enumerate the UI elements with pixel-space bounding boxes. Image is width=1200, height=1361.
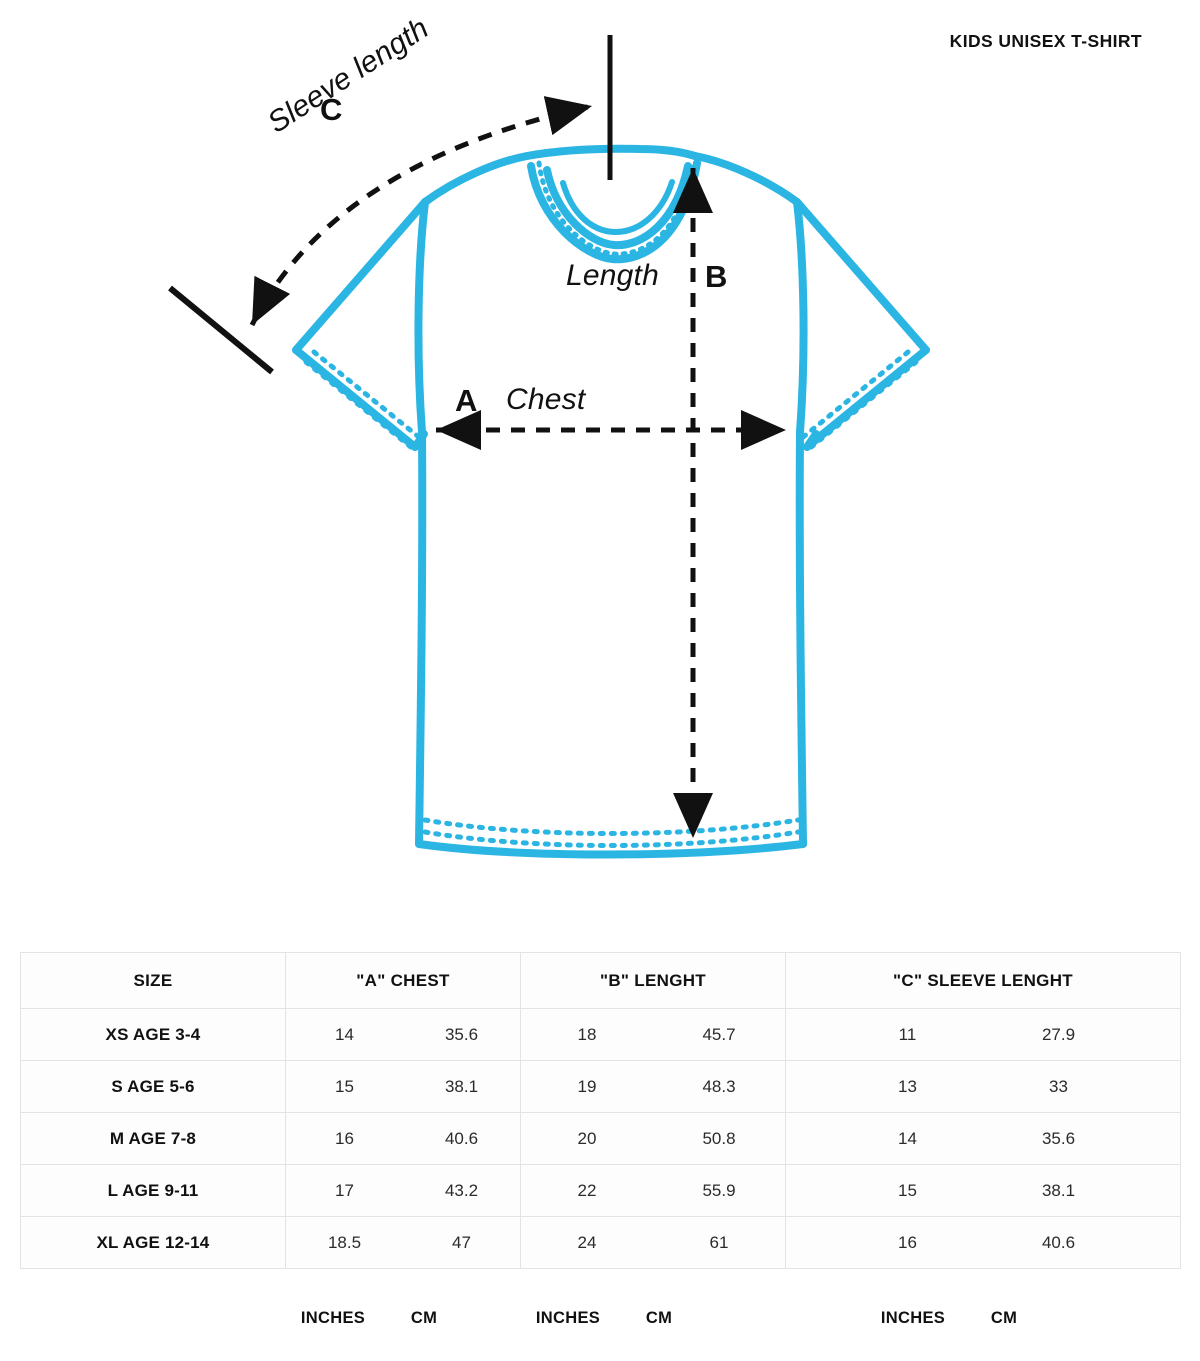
cell-size: S AGE 5-6 bbox=[20, 1060, 286, 1113]
tshirt-illustration bbox=[168, 35, 930, 859]
page-title: KIDS UNISEX T-SHIRT bbox=[949, 31, 1142, 51]
cell-chest: 18.5 47 bbox=[285, 1216, 521, 1269]
table-header-row: SIZE "A" CHEST "B" LENGHT "C" SLEEVE LEN… bbox=[20, 952, 1181, 1009]
cell-sleeve: 11 27.9 bbox=[785, 1008, 1181, 1061]
right-cuff-stitch bbox=[799, 349, 919, 451]
units-length-inches: INCHES bbox=[535, 1308, 601, 1327]
cell-length: 22 55.9 bbox=[520, 1164, 786, 1217]
units-sleeve-inches: INCHES bbox=[880, 1308, 946, 1327]
left-cuff-stitch bbox=[303, 349, 423, 451]
table-row: S AGE 5-6 15 38.1 19 48.3 13 bbox=[20, 1060, 1181, 1113]
units-sleeve-cm: CM bbox=[990, 1308, 1018, 1327]
cell-sleeve: 16 40.6 bbox=[785, 1216, 1181, 1269]
units-chest-inches: INCHES bbox=[300, 1308, 366, 1327]
cell-chest-cm: 43.2 bbox=[444, 1180, 479, 1200]
table-row: XS AGE 3-4 14 35.6 18 45.7 11 bbox=[20, 1008, 1181, 1061]
sleeve-start-line bbox=[168, 285, 274, 375]
sleeve-length-letter-label: C bbox=[320, 92, 343, 127]
cell-chest: 15 38.1 bbox=[285, 1060, 521, 1113]
cell-length-cm: 50.8 bbox=[702, 1128, 736, 1148]
units-chest-cm: CM bbox=[410, 1308, 438, 1327]
cell-sleeve-cm: 35.6 bbox=[1041, 1128, 1076, 1148]
cell-length: 24 61 bbox=[520, 1216, 786, 1269]
cell-sleeve: 15 38.1 bbox=[785, 1164, 1181, 1217]
chest-text-label: Chest bbox=[506, 383, 586, 416]
cell-sleeve-cm: 40.6 bbox=[1041, 1232, 1076, 1252]
cell-chest: 17 43.2 bbox=[285, 1164, 521, 1217]
tshirt-measurement-diagram: C Sleeve length Length B A Chest bbox=[168, 12, 930, 859]
table-row: XL AGE 12-14 18.5 47 24 61 16 bbox=[20, 1216, 1181, 1269]
cell-sleeve: 14 35.6 bbox=[785, 1112, 1181, 1165]
cell-chest-inches: 14 bbox=[335, 1024, 354, 1044]
cell-length-inches: 22 bbox=[577, 1180, 597, 1200]
cell-sleeve-cm: 27.9 bbox=[1041, 1024, 1076, 1044]
cell-chest-cm: 40.6 bbox=[444, 1128, 479, 1148]
cell-sleeve-cm: 33 bbox=[1049, 1076, 1068, 1096]
size-chart-table: SIZE "A" CHEST "B" LENGHT "C" SLEEVE LEN… bbox=[20, 952, 1181, 1269]
cell-chest-cm: 38.1 bbox=[444, 1076, 479, 1096]
cell-length-inches: 19 bbox=[577, 1076, 597, 1096]
collar-outline bbox=[527, 159, 701, 264]
units-legend-row: INCHES CM INCHES CM INCHES CM bbox=[20, 1300, 1180, 1336]
sleeve-length-arrow bbox=[249, 96, 593, 327]
header-size: SIZE bbox=[20, 952, 286, 1009]
cell-length-inches: 24 bbox=[577, 1232, 597, 1252]
cell-length-inches: 18 bbox=[577, 1024, 597, 1044]
header-chest: "A" CHEST bbox=[285, 952, 521, 1009]
cell-size: XS AGE 3-4 bbox=[20, 1008, 286, 1061]
cell-sleeve-inches: 16 bbox=[898, 1232, 917, 1252]
cell-sleeve: 13 33 bbox=[785, 1060, 1181, 1113]
chest-letter-label: A bbox=[455, 383, 478, 418]
cell-sleeve-inches: 15 bbox=[898, 1180, 917, 1200]
cell-sleeve-cm: 38.1 bbox=[1041, 1180, 1076, 1200]
header-sleeve: "C" SLEEVE LENGHT bbox=[785, 952, 1181, 1009]
cell-chest-inches: 16 bbox=[335, 1128, 354, 1148]
cell-size: L AGE 9-11 bbox=[20, 1164, 286, 1217]
cell-chest-cm: 35.6 bbox=[444, 1024, 479, 1044]
cell-length: 20 50.8 bbox=[520, 1112, 786, 1165]
cell-length-cm: 55.9 bbox=[702, 1180, 736, 1200]
hem-stitch bbox=[422, 817, 801, 848]
units-length: INCHES CM bbox=[520, 1300, 702, 1336]
cell-sleeve-inches: 11 bbox=[898, 1024, 917, 1044]
cell-chest-inches: 15 bbox=[335, 1076, 354, 1096]
cell-size: M AGE 7-8 bbox=[20, 1112, 286, 1165]
cell-length-inches: 20 bbox=[577, 1128, 597, 1148]
units-length-cm: CM bbox=[645, 1308, 673, 1327]
cell-chest: 14 35.6 bbox=[285, 1008, 521, 1061]
cell-length: 18 45.7 bbox=[520, 1008, 786, 1061]
units-chest: INCHES CM bbox=[285, 1300, 467, 1336]
table-row: L AGE 9-11 17 43.2 22 55.9 15 bbox=[20, 1164, 1181, 1217]
cell-length-cm: 61 bbox=[709, 1232, 729, 1252]
cell-chest-inches: 18.5 bbox=[327, 1232, 362, 1252]
table-row: M AGE 7-8 16 40.6 20 50.8 14 bbox=[20, 1112, 1181, 1165]
cell-chest: 16 40.6 bbox=[285, 1112, 521, 1165]
cell-chest-cm: 47 bbox=[452, 1232, 471, 1252]
cell-length-cm: 45.7 bbox=[702, 1024, 736, 1044]
tshirt-body-outline bbox=[292, 144, 930, 859]
cell-sleeve-inches: 13 bbox=[898, 1076, 917, 1096]
size-table-container: SIZE "A" CHEST "B" LENGHT "C" SLEEVE LEN… bbox=[20, 952, 1181, 1269]
cell-sleeve-inches: 14 bbox=[898, 1128, 917, 1148]
cell-length: 19 48.3 bbox=[520, 1060, 786, 1113]
units-sleeve: INCHES CM bbox=[865, 1300, 1047, 1336]
cell-size: XL AGE 12-14 bbox=[20, 1216, 286, 1269]
header-length: "B" LENGHT bbox=[520, 952, 786, 1009]
length-letter-label: B bbox=[705, 259, 728, 294]
cell-chest-inches: 17 bbox=[335, 1180, 354, 1200]
length-text-label: Length bbox=[566, 259, 659, 292]
cell-length-cm: 48.3 bbox=[702, 1076, 736, 1096]
